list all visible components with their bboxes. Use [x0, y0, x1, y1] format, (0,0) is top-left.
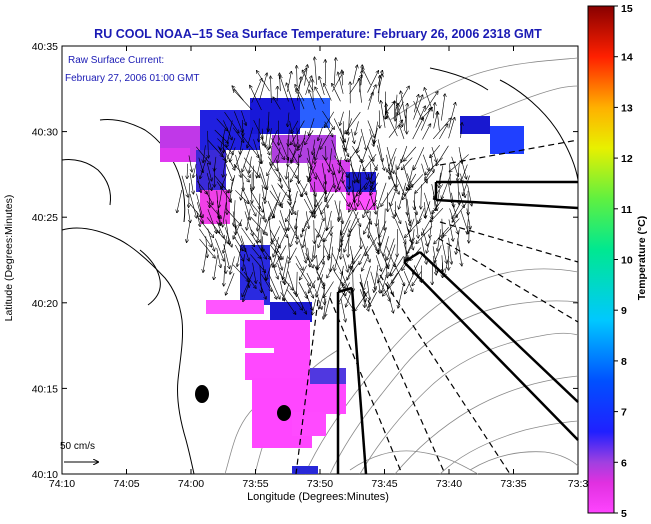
colorbar-tick-label: 5 [621, 508, 627, 519]
colorbar-tick-label: 11 [621, 204, 632, 216]
y-axis-label: Latitude (Degrees:Minutes) [3, 195, 15, 322]
x-axis-label: Longitude (Degrees:Minutes) [247, 491, 389, 503]
colorbar-tick-label: 7 [621, 407, 627, 419]
y-tick-label: 40:10 [32, 469, 58, 481]
colorbar-gradient [588, 6, 614, 513]
annotation-line1: Raw Surface Current: [68, 55, 164, 66]
sst-cell [310, 384, 346, 414]
sst-cell [160, 148, 190, 162]
scale-label: 50 cm/s [60, 441, 95, 452]
sst-cell [490, 126, 524, 154]
y-tick-label: 40:20 [32, 298, 58, 310]
colorbar-tick-label: 14 [621, 52, 633, 64]
x-tick-label: 73:50 [307, 478, 333, 490]
chart-title: RU COOL NOAA–15 Sea Surface Temperature:… [94, 27, 542, 41]
sst-cell [292, 412, 326, 436]
colorbar-tick-label: 13 [621, 102, 633, 114]
plot-area: Raw Surface Current: February 27, 2006 0… [60, 46, 578, 474]
x-tick-label: 74:05 [113, 478, 139, 490]
colorbar-tick-label: 6 [621, 457, 627, 469]
colorbar-label: Temperature (°C) [636, 216, 648, 301]
colorbar-tick-label: 8 [621, 356, 627, 368]
x-tick-label: 73:40 [436, 478, 462, 490]
y-tick-label: 40:15 [32, 383, 58, 395]
x-tick-label: 73:55 [242, 478, 268, 490]
y-tick-label: 40:30 [32, 127, 58, 139]
colorbar-tick-label: 9 [621, 305, 627, 317]
sst-cell [310, 368, 346, 384]
annotation-line2: February 27, 2006 01:00 GMT [65, 73, 200, 84]
x-tick-label: 73:3 [568, 478, 589, 490]
x-tick-label: 73:45 [371, 478, 397, 490]
colorbar-tick-label: 10 [621, 255, 633, 267]
radar-station-label-bar [244, 348, 274, 353]
x-tick-label: 74:00 [178, 478, 204, 490]
colorbar-tick-label: 12 [621, 153, 633, 165]
sst-cell [460, 116, 490, 134]
sst-cell [206, 300, 264, 314]
y-tick-label: 40:25 [32, 212, 58, 224]
colorbar: 15 14 13 12 11 10 9 8 7 6 5 Temperature (°C) [588, 3, 648, 519]
colorbar-tick-label: 15 [621, 3, 633, 15]
y-tick-label: 40:35 [32, 41, 58, 53]
colorbar-ticks: 15 14 13 12 11 10 9 8 7 6 5 [614, 3, 633, 519]
radar-station-marker [195, 385, 209, 403]
x-tick-label: 73:35 [500, 478, 526, 490]
radar-station-marker [277, 405, 291, 421]
